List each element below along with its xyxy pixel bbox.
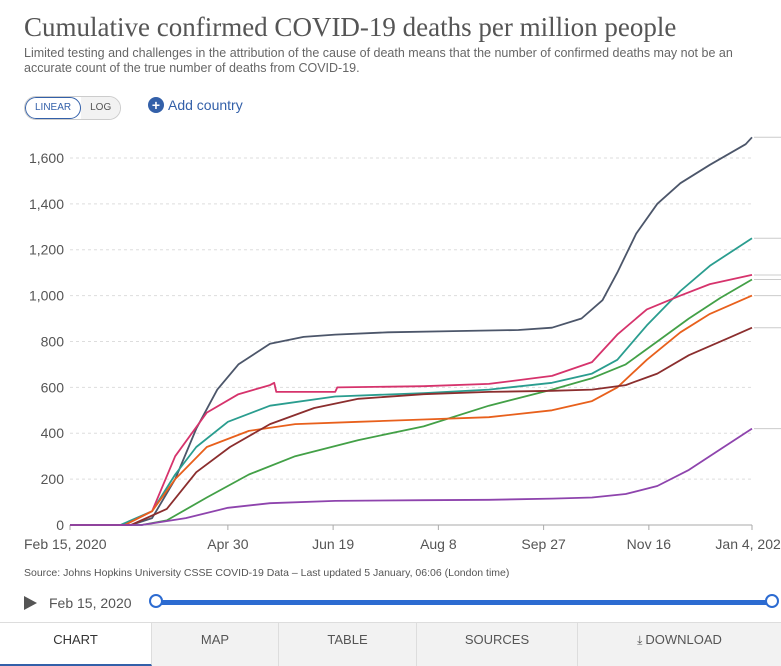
chart-subtitle: Limited testing and challenges in the at… <box>24 46 733 75</box>
x-tick-label: Jan 4, 2021 <box>715 536 781 552</box>
tab-download-label: DOWNLOAD <box>645 632 722 647</box>
series-line <box>70 136 753 526</box>
tab-map[interactable]: MAP <box>152 623 279 666</box>
series-line <box>70 427 753 526</box>
line-chart: 0 200 400 600 800 1,000 1,200 1,400 1,600 Feb 15… <box>24 136 781 552</box>
y-tick-label: 800 <box>41 333 65 349</box>
series-line <box>70 274 753 526</box>
log-scale-button[interactable]: LOG <box>81 97 121 119</box>
y-tick-label: 400 <box>41 425 65 441</box>
timeline-start-label: Feb 15, 2020 <box>49 595 132 611</box>
grid-layer <box>70 157 752 526</box>
add-country-label: Add country <box>168 97 243 113</box>
plus-circle-icon: + <box>148 97 164 113</box>
source-note: Source: Johns Hopkins University CSSE CO… <box>24 567 510 579</box>
timeline-start-handle[interactable] <box>149 594 163 608</box>
timeline-slider-track[interactable] <box>156 600 773 605</box>
tab-chart[interactable]: CHART <box>0 623 152 666</box>
x-tick-label: Apr 30 <box>207 536 248 552</box>
scale-toggle: LINEAR LOG <box>24 96 122 120</box>
timeline-end-handle[interactable] <box>765 594 779 608</box>
x-tick-label: Jun 19 <box>312 536 354 552</box>
y-tick-label: 1,600 <box>29 150 64 166</box>
tab-sources[interactable]: SOURCES <box>417 623 578 666</box>
y-axis: 0 200 400 600 800 1,000 1,200 1,400 1,600 <box>29 150 64 533</box>
x-axis: Feb 15, 2020 Apr 30 Jun 19 Aug 8 Sep 27 Nov 1… <box>24 525 781 552</box>
tab-table[interactable]: TABLE <box>279 623 417 666</box>
add-country-button[interactable]: + Add country <box>148 97 243 113</box>
chart-title: Cumulative confirmed COVID-19 deaths per… <box>24 12 677 42</box>
series-line <box>70 294 753 526</box>
series-line <box>70 326 753 526</box>
tab-bar: CHART MAP TABLE SOURCES ⤓ DOWNLOAD <box>0 622 781 666</box>
y-tick-label: 1,000 <box>29 288 64 304</box>
download-icon: ⤓ <box>637 633 643 647</box>
x-tick-label: Aug 8 <box>420 536 457 552</box>
x-tick-label: Feb 15, 2020 <box>24 536 107 552</box>
y-tick-label: 1,200 <box>29 242 64 258</box>
x-tick-label: Nov 16 <box>627 536 672 552</box>
y-tick-label: 0 <box>56 517 64 533</box>
y-tick-label: 1,400 <box>29 196 64 212</box>
play-icon[interactable] <box>24 596 37 610</box>
y-tick-label: 600 <box>41 379 65 395</box>
y-tick-label: 200 <box>41 471 65 487</box>
series-line <box>70 237 753 526</box>
x-tick-label: Sep 27 <box>521 536 566 552</box>
timeline: Feb 15, 2020 <box>24 592 781 614</box>
linear-scale-button[interactable]: LINEAR <box>25 97 82 119</box>
series-layer <box>70 136 781 526</box>
series-line <box>70 278 753 526</box>
tab-download[interactable]: ⤓ DOWNLOAD <box>578 623 781 666</box>
